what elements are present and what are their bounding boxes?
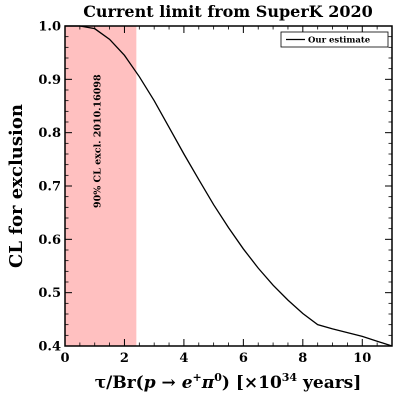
y-tick-label: 0.6 [38,233,61,248]
series-line-our-estimate [65,25,393,347]
x-tick-label: 0 [60,351,69,366]
y-tick-label: 0.5 [38,286,61,301]
legend-label: Our estimate [308,36,371,46]
x-tick-label: 10 [353,351,371,366]
x-tick-label: 2 [120,351,129,366]
axis-ticks: 0 2 4 6 8 10 0.4 0.5 0.6 0.7 0.8 0.9 1.0 [38,20,393,366]
legend-box [280,31,389,48]
y-axis-title: CL for exclusion [6,104,27,268]
x-tick-label: 8 [298,351,307,366]
y-tick-label: 0.4 [38,340,61,355]
x-axis-title: τ/Br(p → e+π0) [×1034 years] [95,371,362,393]
legend: Our estimate [280,31,389,48]
y-tick-label: 0.8 [38,126,61,141]
plot-frame [64,25,393,347]
y-tick-label: 0.7 [38,180,61,195]
x-tick-label: 4 [179,351,188,366]
y-tick-label: 0.9 [38,73,61,88]
shaded-region-label: 90% CL excl. 2010.16098 [93,74,104,208]
shaded-region [65,26,137,346]
y-tick-label: 1.0 [38,20,61,35]
x-tick-label: 6 [239,351,248,366]
chart-title: Current limit from SuperK 2020 [83,2,373,21]
